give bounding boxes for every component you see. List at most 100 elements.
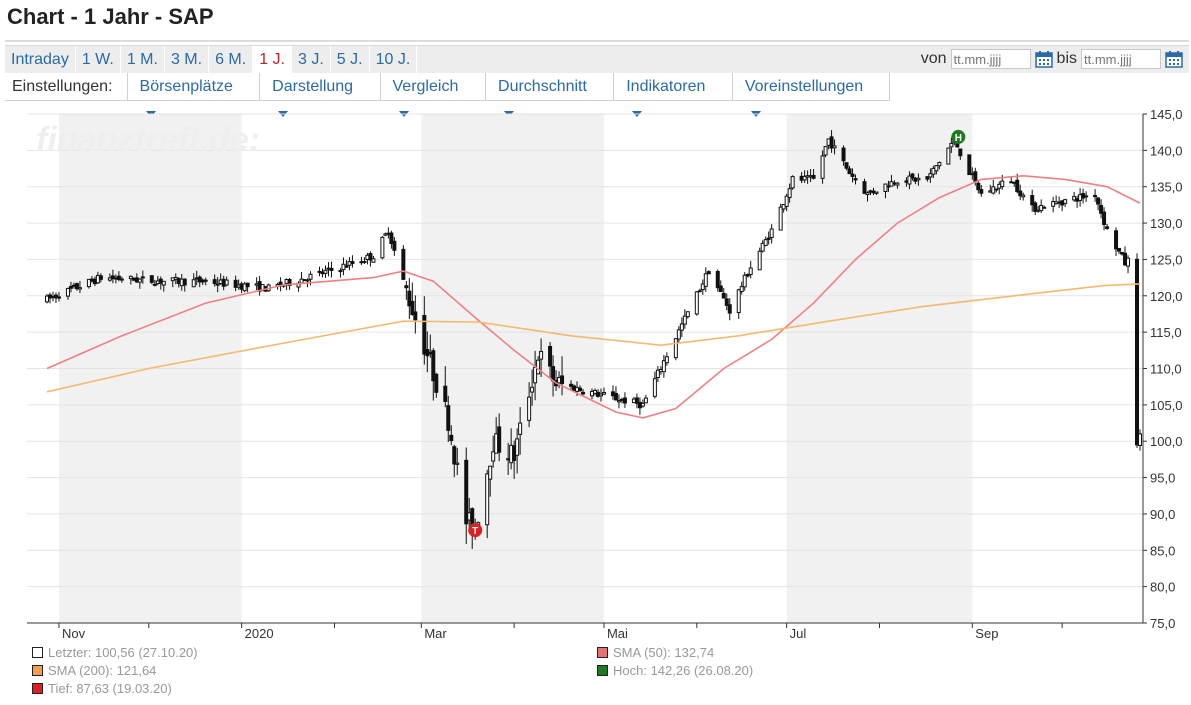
menu-voreinstellungen[interactable]: Voreinstellungen xyxy=(733,73,890,117)
candle-body xyxy=(616,400,621,403)
candle-body xyxy=(128,275,133,280)
candle-body xyxy=(928,173,933,178)
candle-body xyxy=(245,282,250,288)
candle-body xyxy=(1114,230,1119,250)
y-tick-label: 100,0 xyxy=(1150,434,1183,449)
y-tick-label: 105,0 xyxy=(1150,398,1183,413)
candle-body xyxy=(718,285,723,293)
legend-sma200: SMA (200): 121,64 xyxy=(32,663,156,678)
candle-body xyxy=(560,375,565,384)
candle-body xyxy=(934,165,939,172)
menu-durchschnitt[interactable]: Durchschnitt xyxy=(486,73,615,117)
candle-body xyxy=(338,270,343,273)
menu-vergleich[interactable]: Vergleich xyxy=(381,73,487,117)
candle-body xyxy=(581,391,586,395)
candle-body xyxy=(979,189,984,194)
from-date-input[interactable] xyxy=(950,49,1031,69)
candle-body xyxy=(721,292,726,299)
candle-body xyxy=(1135,258,1140,446)
candle-body xyxy=(685,311,690,318)
candle-body xyxy=(736,289,741,314)
candle-body xyxy=(497,426,502,453)
candle-body xyxy=(844,162,849,169)
candle-body xyxy=(536,359,541,375)
to-date-input[interactable] xyxy=(1081,49,1161,69)
candle-body xyxy=(679,323,684,331)
settings-toolbar: Einstellungen: Börsenplätze Darstellung … xyxy=(5,73,890,117)
candle-body xyxy=(539,351,544,360)
candle-body xyxy=(569,383,574,387)
menu-indikatoren[interactable]: Indikatoren xyxy=(614,73,733,117)
candle-body xyxy=(45,295,49,303)
candle-body xyxy=(212,279,217,285)
candle-body xyxy=(763,239,768,246)
y-tick-label: 120,0 xyxy=(1150,289,1183,304)
candle-body xyxy=(224,279,229,286)
candle-body xyxy=(910,173,915,179)
candle-body xyxy=(242,283,247,292)
tab-intraday[interactable]: Intraday xyxy=(5,46,76,73)
candle-body xyxy=(643,397,648,404)
menu-boersenplaetze[interactable]: Börsenplätze xyxy=(128,73,261,117)
candle-body xyxy=(760,242,765,252)
candle-body xyxy=(1015,179,1020,193)
candle-body xyxy=(778,206,783,231)
candle-body xyxy=(640,402,645,407)
tab-3-months[interactable]: 3 M. xyxy=(165,46,210,73)
tab-3-years[interactable]: 3 J. xyxy=(292,46,331,73)
tab-1-week[interactable]: 1 W. xyxy=(76,46,121,73)
x-tick-label: Mar xyxy=(424,626,447,641)
high-marker xyxy=(951,129,966,144)
candle-body xyxy=(110,275,115,280)
candle-body xyxy=(757,250,762,271)
candle-body xyxy=(119,278,124,281)
tab-10-years[interactable]: 10 J. xyxy=(370,46,418,73)
calendar-icon[interactable] xyxy=(1034,50,1053,68)
y-tick-label: 75,0 xyxy=(1150,616,1175,631)
legend-swatch xyxy=(32,647,43,658)
x-tick-label: Sep xyxy=(975,626,998,641)
candle-body xyxy=(1030,195,1035,206)
calendar-icon[interactable] xyxy=(1165,50,1183,68)
legend-low: Tief: 87,63 (19.03.20) xyxy=(32,681,172,696)
title-divider xyxy=(5,40,1189,42)
candle-body xyxy=(823,146,828,156)
menu-label: Durchschnitt xyxy=(498,78,587,95)
range-toolbar: Intraday 1 W. 1 M. 3 M. 6 M. 1 J. 3 J. 5… xyxy=(5,45,1189,73)
candle-body xyxy=(697,290,702,293)
x-tick-label: Jul xyxy=(790,626,807,641)
high-marker-label: H xyxy=(955,133,962,144)
candle-body xyxy=(1021,194,1026,198)
candle-body xyxy=(68,285,73,289)
tab-6-months[interactable]: 6 M. xyxy=(209,46,254,73)
candle-body xyxy=(748,267,753,275)
candle-body xyxy=(464,459,469,525)
candle-body xyxy=(847,168,852,175)
candle-body xyxy=(994,188,999,191)
candle-body xyxy=(664,356,669,364)
candle-body xyxy=(491,451,496,462)
candle-body xyxy=(742,274,747,288)
candle-body xyxy=(371,258,376,263)
candle-body xyxy=(488,465,493,480)
y-tick-label: 125,0 xyxy=(1150,252,1183,267)
candle-body xyxy=(215,283,220,286)
candle-body xyxy=(853,178,858,181)
candle-body xyxy=(895,182,900,186)
legend-swatch xyxy=(597,665,608,676)
candle-body xyxy=(883,183,888,192)
candle-body xyxy=(946,147,951,165)
x-tick-label: 2020 xyxy=(245,626,274,641)
price-chart[interactable]: finanztreff.de: 145,0 140,0 135,0 130,0 125,0… xyxy=(0,104,1191,644)
y-tick-label: 85,0 xyxy=(1150,543,1175,558)
tab-1-year[interactable]: 1 J. xyxy=(253,46,292,73)
candle-body xyxy=(452,446,457,465)
candle-body xyxy=(380,236,385,259)
candle-body xyxy=(973,171,978,182)
candle-body xyxy=(446,405,451,431)
tab-1-month[interactable]: 1 M. xyxy=(121,46,165,73)
tab-5-years[interactable]: 5 J. xyxy=(331,46,370,73)
candle-body xyxy=(652,378,657,397)
candle-body xyxy=(811,174,816,179)
menu-darstellung[interactable]: Darstellung xyxy=(260,73,381,117)
